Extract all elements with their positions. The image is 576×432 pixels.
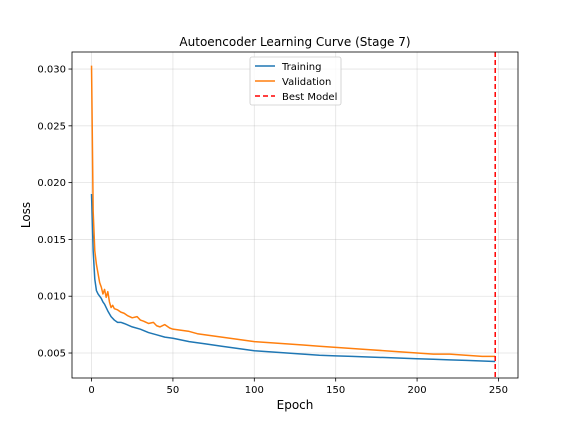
validation-loss-line (90, 65, 496, 358)
training-loss-line (90, 193, 496, 363)
legend-box (249, 56, 342, 106)
legend: Training Validation Best Model (249, 56, 342, 106)
y-axis-label: Loss (19, 202, 33, 228)
x-axis-label: Epoch (277, 398, 314, 412)
plot-frame (71, 51, 519, 379)
y-tick-label: 0.020 (37, 178, 66, 189)
x-tick-label: 250 (489, 385, 508, 396)
x-tick-label: 200 (408, 385, 427, 396)
y-tick-label: 0.030 (37, 65, 66, 76)
y-tick-label: 0.010 (37, 292, 66, 303)
axis-ticks: 0 50 100 150 200 250 0.005 0.010 0.015 0.020 0.025… (37, 65, 508, 396)
x-tick-label: 100 (245, 385, 264, 396)
x-tick-label: 50 (167, 385, 180, 396)
legend-best-model-label: Best Model (282, 92, 337, 103)
y-tick-label: 0.005 (37, 349, 66, 360)
x-tick-label: 150 (326, 385, 345, 396)
y-tick-label: 0.025 (37, 121, 66, 132)
chart-title: Autoencoder Learning Curve (Stage 7) (179, 35, 410, 49)
grid-lines (72, 52, 518, 378)
legend-training-label: Training (281, 62, 321, 73)
series-lines (90, 52, 496, 378)
y-tick-label: 0.015 (37, 235, 66, 246)
x-tick-label: 0 (88, 385, 94, 396)
legend-validation-label: Validation (282, 77, 331, 88)
